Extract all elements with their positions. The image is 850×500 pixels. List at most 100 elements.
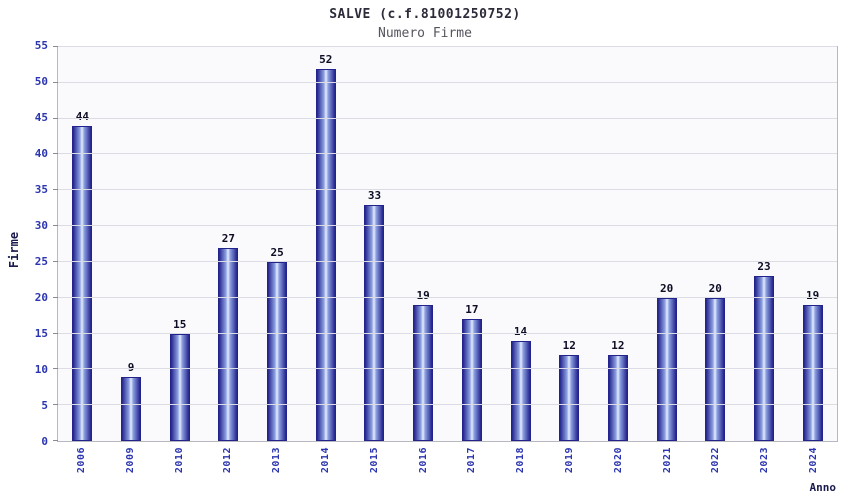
gridline: [58, 81, 837, 83]
x-tick-slot: 2009: [106, 444, 155, 498]
x-tick-slot: 2010: [155, 444, 204, 498]
bar-value-label: 14: [513, 324, 528, 338]
bar-slot: 19: [788, 47, 837, 441]
bar-slot: 20: [642, 47, 691, 441]
bar-value-label: 23: [757, 260, 771, 274]
y-tick-mark: [53, 404, 58, 406]
x-axis-title: Anno: [809, 481, 837, 494]
y-tick-mark: [53, 296, 58, 298]
gridline: [58, 117, 837, 119]
bar-slot: 33: [350, 47, 399, 441]
bar-value-label: 12: [562, 339, 576, 353]
y-tick-label: 45: [34, 111, 48, 124]
x-tick-label: 2016: [417, 447, 429, 474]
bar: [510, 340, 531, 441]
x-tick-label: 2018: [515, 447, 527, 474]
x-tick-label: 2012: [222, 447, 234, 474]
bars-group: 44 9 15 27 25 52 33 19 17 14 12 12 20 20 23 19: [58, 47, 837, 441]
x-tick-label: 2020: [612, 447, 624, 474]
y-tick-label: 55: [34, 39, 48, 52]
y-tick-mark: [53, 81, 58, 83]
bar: [607, 355, 628, 441]
gridline: [58, 225, 837, 227]
bar-slot: 44: [58, 47, 107, 441]
bar-value-label: 33: [367, 188, 382, 202]
x-tick-slot: 2019: [545, 444, 594, 498]
bar: [72, 125, 93, 441]
bar-value-label: 20: [659, 281, 674, 295]
x-tick-label: 2009: [124, 447, 136, 474]
gridline: [58, 189, 837, 191]
x-tick-label: 2006: [75, 447, 87, 474]
x-tick-slot: 2020: [594, 444, 643, 498]
bar-slot: 27: [204, 47, 253, 441]
bar-value-label: 17: [465, 303, 479, 317]
bar: [413, 304, 434, 441]
x-tick-slot: 2012: [203, 444, 252, 498]
y-tick-label: 15: [34, 327, 48, 340]
bar-slot: 12: [594, 47, 643, 441]
bar: [169, 333, 190, 441]
y-tick-mark: [53, 260, 58, 262]
bar-slot: 14: [496, 47, 545, 441]
x-tick-slot: 2021: [643, 444, 692, 498]
x-tick-slot: 2015: [350, 444, 399, 498]
y-tick-label: 50: [34, 75, 48, 88]
gridline: [58, 296, 837, 298]
chart-subtitle: Numero Firme: [378, 26, 472, 41]
bar: [753, 276, 774, 441]
bar-value-label: 20: [708, 281, 722, 295]
x-tick-label: 2013: [271, 447, 283, 474]
bar-value-label: 44: [75, 109, 89, 123]
gridline: [58, 260, 837, 262]
y-tick-mark: [53, 46, 58, 47]
bar-slot: 19: [399, 47, 448, 441]
x-axis: 2006 2009 2010 2012 2013 2014 2015 2016 2017 2018…: [57, 444, 838, 498]
y-tick-mark: [53, 332, 58, 334]
bar-value-label: 25: [270, 245, 284, 259]
x-tick-label: 2010: [173, 447, 185, 474]
x-tick-slot: 2013: [252, 444, 301, 498]
x-tick-slot: 2006: [57, 444, 106, 498]
bar-slot: 17: [448, 47, 497, 441]
x-tick-label: 2024: [808, 447, 820, 474]
x-tick-label: 2021: [661, 447, 673, 474]
y-tick-mark: [53, 153, 58, 155]
bar-value-label: 27: [221, 231, 236, 245]
bar: [802, 304, 823, 441]
plot-area: 44 9 15 27 25 52 33 19 17 14 12 12 20 20 23 19: [53, 46, 838, 442]
bar-slot: 12: [545, 47, 594, 441]
gridline: [58, 332, 837, 334]
x-tick-label: 2019: [564, 447, 576, 474]
y-tick-mark: [53, 117, 58, 119]
y-tick-label: 40: [34, 147, 48, 160]
gridline: [58, 368, 837, 370]
x-tick-slot: 2018: [496, 444, 545, 498]
y-tick-label: 25: [34, 255, 48, 268]
y-tick-label: 5: [41, 399, 48, 412]
y-tick-label: 35: [34, 183, 48, 196]
bar-value-label: 19: [806, 288, 820, 302]
bar-slot: 20: [691, 47, 740, 441]
y-tick-mark: [53, 189, 58, 191]
y-tick-label: 30: [34, 219, 48, 232]
bar-slot: 23: [740, 47, 789, 441]
x-tick-slot: 2017: [448, 444, 497, 498]
bar: [218, 247, 239, 441]
x-tick-slot: 2016: [399, 444, 448, 498]
bar: [315, 68, 336, 441]
y-tick-label: 10: [34, 363, 48, 376]
bar-slot: 9: [107, 47, 156, 441]
x-tick-label: 2017: [466, 447, 478, 474]
y-tick-label: 0: [41, 435, 48, 448]
x-tick-label: 2015: [368, 447, 380, 474]
y-tick-mark: [53, 368, 58, 370]
gridline: [58, 153, 837, 155]
x-tick-label: 2022: [710, 447, 722, 474]
y-tick-mark: [53, 225, 58, 227]
x-tick-label: 2023: [759, 447, 771, 474]
y-tick-label: 20: [34, 291, 48, 304]
bar: [267, 261, 288, 441]
bar-value-label: 19: [416, 288, 430, 302]
